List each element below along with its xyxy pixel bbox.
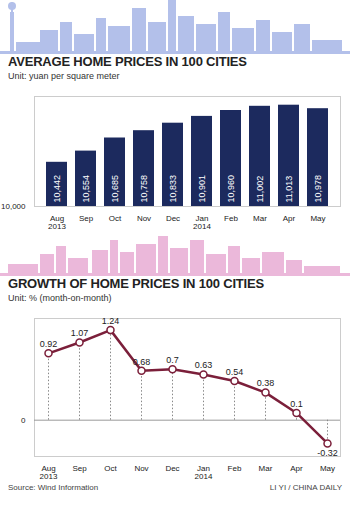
svg-text:Aug2013: Aug2013 [40,464,58,481]
svg-text:Jan2014: Jan2014 [193,214,211,231]
svg-text:10,000: 10,000 [1,202,26,211]
svg-text:May: May [320,464,335,473]
svg-text:1.07: 1.07 [71,328,89,338]
svg-text:0.68: 0.68 [133,357,151,367]
svg-text:1.24: 1.24 [102,316,120,326]
svg-text:Feb: Feb [224,214,238,223]
svg-text:May: May [310,214,325,223]
svg-text:Aug2013: Aug2013 [48,214,66,231]
svg-text:0.63: 0.63 [195,360,213,370]
svg-text:Feb: Feb [228,464,242,473]
svg-text:Dec: Dec [165,464,179,473]
svg-text:10,833: 10,833 [168,175,178,203]
svg-text:Apr: Apr [283,214,296,223]
svg-text:11,013: 11,013 [284,176,294,203]
svg-text:11,002: 11,002 [255,176,265,203]
html-text:AVERAGE HOME PRICES IN 100 CIT: AVERAGE HOME PRICES IN 100 CITIES [8,54,247,69]
svg-text:0.7: 0.7 [166,355,179,365]
svg-text:-0.32: -0.32 [317,448,338,458]
html-text:Unit: yuan per square meter: Unit: yuan per square meter [8,71,120,81]
svg-text:10,901: 10,901 [197,175,207,203]
svg-text:10,554: 10,554 [81,175,91,203]
svg-text:0.38: 0.38 [257,378,275,388]
svg-text:0.54: 0.54 [226,367,244,377]
svg-text:Jan2014: Jan2014 [195,464,213,481]
svg-text:10,960: 10,960 [226,175,236,203]
svg-text:0: 0 [21,416,26,425]
svg-text:Dec: Dec [166,214,180,223]
svg-text:Oct: Oct [109,214,122,223]
svg-text:Apr: Apr [290,464,303,473]
svg-text:10,685: 10,685 [110,175,120,203]
svg-text:Sep: Sep [79,214,94,223]
svg-text:Sep: Sep [72,464,87,473]
svg-text:10,758: 10,758 [139,175,149,203]
svg-text:Mar: Mar [253,214,267,223]
svg-text:10,442: 10,442 [52,175,62,203]
svg-text:Oct: Oct [104,464,117,473]
html-text:GROWTH OF HOME PRICES IN 100 C: GROWTH OF HOME PRICES IN 100 CITIES [8,276,264,291]
svg-text:0.1: 0.1 [290,399,303,409]
svg-text:0.92: 0.92 [40,339,58,349]
svg-text:Mar: Mar [259,464,273,473]
svg-text:10,978: 10,978 [313,175,323,203]
svg-text:Nov: Nov [134,464,148,473]
html-text:LI YI / CHINA DAILY: LI YI / CHINA DAILY [269,483,342,492]
html-text:Source: Wind Information: Source: Wind Information [8,483,99,492]
html-text:Unit: % (month-on-month): Unit: % (month-on-month) [8,293,112,303]
svg-text:Nov: Nov [137,214,151,223]
